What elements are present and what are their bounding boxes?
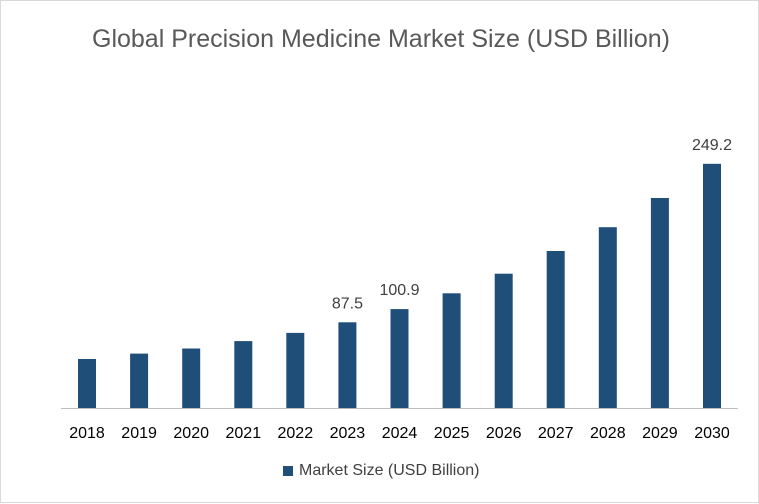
bar-2030 [703,163,721,408]
bar-2023 [338,322,357,409]
legend: Market Size (USD Billion) [283,460,479,482]
bar-2019 [130,353,149,408]
x-tick-label: 2019 [121,425,157,442]
bar-2022 [286,332,305,408]
bar-2020 [182,348,201,408]
bar-2025 [442,293,461,408]
bar-2021 [234,341,253,408]
legend-label: Market Size (USD Billion) [299,462,480,479]
x-tick-label: 2023 [330,425,366,442]
x-tick-label: 2029 [642,425,678,442]
bar-2024 [390,309,409,408]
x-tick-label: 2027 [538,425,574,442]
bar-2029 [650,198,669,408]
bar-2018 [78,359,96,408]
data-label-2030: 249.2 [692,137,732,154]
data-label-2024: 100.9 [379,282,419,299]
bar-2028 [598,227,617,408]
chart-title: Global Precision Medicine Market Size (U… [92,25,670,53]
data-label-2023: 87.5 [332,295,363,312]
x-tick-label: 2022 [278,425,314,442]
x-tick-label: 2021 [226,425,262,442]
x-tick-label: 2020 [173,425,209,442]
legend-swatch [283,466,293,476]
x-tick-label: 2028 [590,425,626,442]
bar-2027 [546,251,565,408]
x-tick-label: 2030 [694,425,730,442]
x-tick-label: 2026 [486,425,522,442]
bar-2026 [494,273,513,408]
x-tick-label: 2018 [69,425,105,442]
x-tick-label: 2024 [382,425,418,442]
x-tick-label: 2025 [434,425,470,442]
